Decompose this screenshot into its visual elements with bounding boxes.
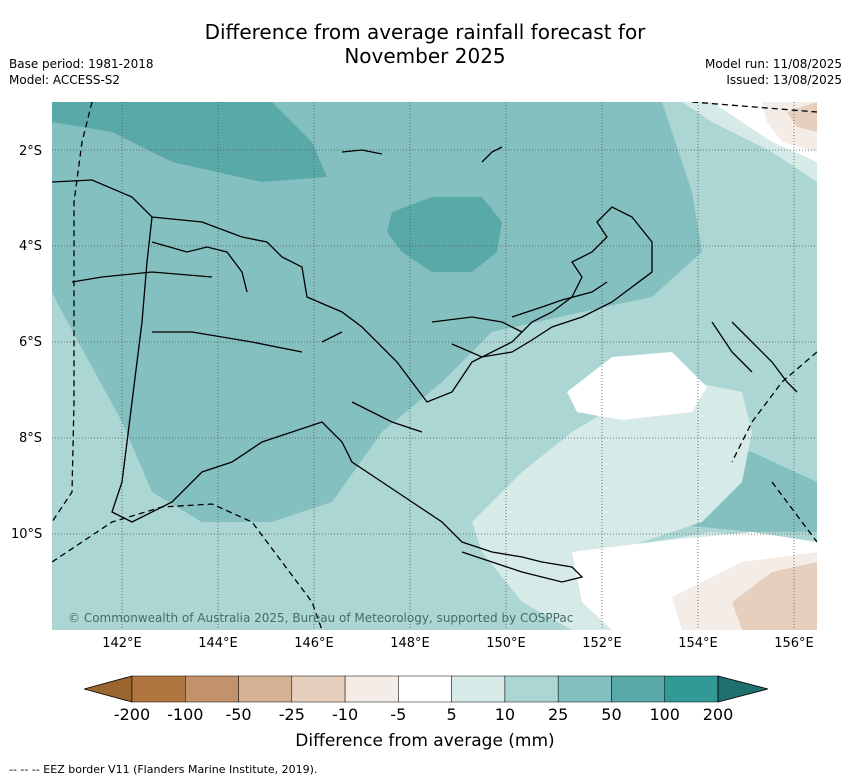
map-title: Difference from average rainfall forecas… bbox=[0, 20, 850, 68]
lat-label-6s: 6°S bbox=[19, 335, 43, 350]
lat-label-4s: 4°S bbox=[19, 239, 43, 254]
meta-left: Base period: 1981-2018 Model: ACCESS-S2 bbox=[9, 56, 154, 88]
colorbar-tick-label: 25 bbox=[547, 705, 569, 724]
colorbar-tick-label: 10 bbox=[494, 705, 516, 724]
meta-right: Model run: 11/08/2025 Issued: 13/08/2025 bbox=[705, 56, 842, 88]
colorbar-segment bbox=[185, 675, 239, 703]
colorbar-segment bbox=[611, 675, 665, 703]
lat-label-8s: 8°S bbox=[19, 431, 43, 446]
model-name: Model: ACCESS-S2 bbox=[9, 73, 121, 87]
colorbar bbox=[84, 675, 768, 703]
colorbar-tick-label: -200 bbox=[113, 705, 151, 724]
map-canvas: © Commonwealth of Australia 2025, Bureau… bbox=[51, 101, 818, 631]
colorbar-segment bbox=[291, 675, 346, 703]
colorbar-tick-label: 50 bbox=[601, 705, 622, 724]
colorbar-segment bbox=[344, 675, 399, 703]
colorbar-segment bbox=[451, 675, 506, 703]
rainfall-map: © Commonwealth of Australia 2025, Bureau… bbox=[51, 101, 818, 631]
colorbar-segment bbox=[664, 675, 719, 703]
colorbar-tick-label: 5 bbox=[446, 705, 457, 724]
eez-footnote: -- -- -- EEZ border V11 (Flanders Marine… bbox=[9, 763, 318, 776]
colorbar-segment bbox=[131, 675, 186, 703]
lon-label-142e: 142°E bbox=[102, 636, 142, 651]
lon-label-150e: 150°E bbox=[486, 636, 526, 651]
colorbar-tick-label: -50 bbox=[225, 705, 252, 724]
colorbar-label: Difference from average (mm) bbox=[295, 731, 555, 751]
base-period: Base period: 1981-2018 bbox=[9, 57, 154, 71]
lat-label-10s: 10°S bbox=[11, 527, 43, 542]
lon-label-146e: 146°E bbox=[294, 636, 334, 651]
colorbar-tick-label: -5 bbox=[390, 705, 407, 724]
colorbar-extend-high bbox=[717, 675, 768, 703]
title-line-2: November 2025 bbox=[344, 44, 506, 68]
lon-label-148e: 148°E bbox=[390, 636, 430, 651]
colorbar-segment bbox=[238, 675, 293, 703]
colorbar-tick-label: 100 bbox=[649, 705, 680, 724]
issued-date: Issued: 13/08/2025 bbox=[726, 73, 842, 87]
colorbar-segment bbox=[504, 675, 559, 703]
lon-label-156e: 156°E bbox=[774, 636, 814, 651]
colorbar-segment bbox=[398, 675, 452, 703]
colorbar-tick-label: 200 bbox=[702, 705, 734, 724]
model-run: Model run: 11/08/2025 bbox=[704, 57, 842, 71]
colorbar-tick-label: -100 bbox=[167, 705, 204, 724]
colorbar-segment bbox=[557, 675, 612, 703]
lat-label-2s: 2°S bbox=[19, 144, 43, 159]
copyright-text: © Commonwealth of Australia 2025, Bureau… bbox=[68, 611, 573, 625]
colorbar-extend-low bbox=[84, 675, 133, 703]
lon-label-154e: 154°E bbox=[678, 636, 718, 651]
lon-label-152e: 152°E bbox=[582, 636, 622, 651]
colorbar-tick-label: -10 bbox=[332, 705, 359, 724]
lon-label-144e: 144°E bbox=[198, 636, 238, 651]
colorbar-tick-label: -25 bbox=[278, 705, 305, 724]
title-line-1: Difference from average rainfall forecas… bbox=[204, 20, 646, 44]
